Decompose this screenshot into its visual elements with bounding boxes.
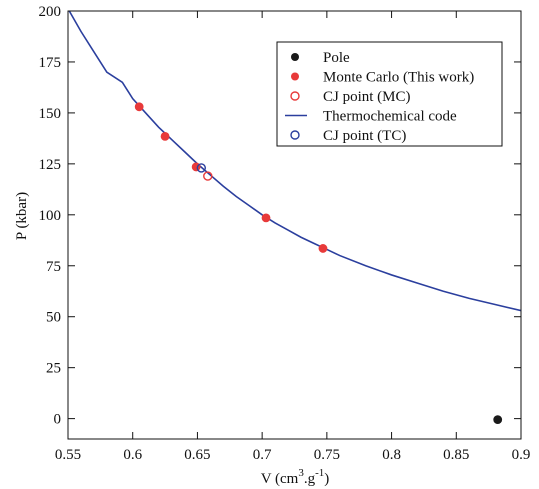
y-tick-label: 50 [46, 310, 61, 326]
x-axis-label-sup2: -1 [315, 467, 324, 479]
cj-point-tc-point [196, 163, 207, 173]
y-axis-label: P (kbar) [14, 192, 30, 240]
x-tick-label: 0.85 [443, 447, 469, 463]
legend: Pole Monte Carlo (This work) CJ point (MC)… [276, 41, 503, 147]
thermochemical-code-line [68, 11, 521, 312]
legend-label-monte-carlo-this-work: Monte Carlo (This work) [323, 70, 474, 86]
cj-point-mc-point [203, 171, 213, 181]
legend-marker-pole [291, 53, 299, 61]
pole-point [493, 415, 503, 425]
monte-carlo-this-work-point [160, 131, 170, 141]
y-tick-label: 100 [39, 208, 62, 224]
plot-frame [67, 10, 522, 440]
x-tick-label: 0.9 [512, 447, 531, 463]
y-tick-label: 200 [39, 4, 62, 20]
x-axis-label-main: V (cm [261, 471, 299, 487]
monte-carlo-this-work-point [318, 244, 328, 253]
legend-label-cj-point-mc: CJ point (MC) [323, 89, 411, 105]
y-tick-label: 175 [39, 55, 62, 71]
y-tick-label: 25 [46, 361, 61, 377]
y-tick-label: 150 [39, 106, 62, 122]
x-tick-label: 0.75 [314, 447, 340, 463]
x-axis-label-sup: 3 [298, 467, 304, 479]
x-axis-label: V (cm3.g-1) [261, 467, 330, 487]
legend-label-pole: Pole [323, 50, 350, 66]
y-tick-label: 75 [46, 259, 61, 275]
legend-marker-monte-carlo-this-work [291, 72, 299, 81]
legend-marker-cj-point-mc [290, 91, 300, 101]
x-tick-label: 0.55 [55, 447, 81, 463]
x-tick-label: 0.65 [184, 447, 210, 463]
y-tick-label: 0 [54, 412, 62, 428]
x-tick-label: 0.7 [253, 447, 272, 463]
monte-carlo-this-work-point [134, 102, 144, 112]
plot-area [68, 11, 521, 425]
axis-ticks: 0.55 0.6 0.65 0.7 0.75 0.8 0.85 0.9 0 25 50 75 100 12… [39, 4, 531, 463]
y-tick-label: 125 [39, 157, 62, 173]
monte-carlo-this-work-point [261, 213, 271, 223]
legend-marker-cj-point-tc [290, 130, 300, 140]
legend-box [276, 41, 503, 147]
legend-label-thermochemical-code: Thermochemical code [323, 109, 457, 125]
x-tick-label: 0.8 [382, 447, 401, 463]
legend-label-cj-point-tc: CJ point (TC) [323, 128, 406, 144]
x-axis-label-mid: .g [304, 471, 316, 487]
x-tick-label: 0.6 [123, 447, 142, 463]
x-axis-label-end: ) [324, 471, 329, 487]
